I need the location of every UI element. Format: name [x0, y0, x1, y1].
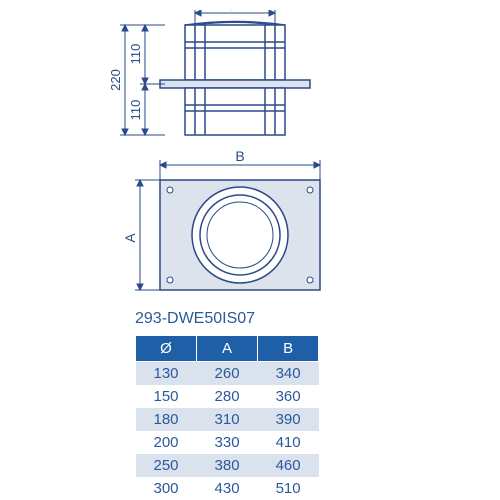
table-header: B: [258, 336, 319, 362]
table-cell: 330: [197, 431, 258, 454]
table-cell: 460: [258, 454, 319, 477]
table-row: 150280360: [136, 385, 319, 408]
table-cell: 280: [197, 385, 258, 408]
dim-B: B: [235, 148, 244, 164]
table-row: 200330410: [136, 431, 319, 454]
side-view-drawing: Ø 220 110 110: [108, 10, 310, 135]
table-cell: 430: [197, 477, 258, 500]
table-cell: 180: [136, 408, 197, 431]
product-code: 293-DWE50IS07: [135, 310, 255, 328]
table-cell: 360: [258, 385, 319, 408]
dim-220: 220: [108, 69, 123, 91]
technical-drawings: Ø 220 110 110: [50, 10, 450, 300]
table-cell: 410: [258, 431, 319, 454]
table-cell: 340: [258, 362, 319, 386]
dim-110-lower: 110: [128, 100, 143, 121]
table-cell: 510: [258, 477, 319, 500]
table-row: 250380460: [136, 454, 319, 477]
dim-A: A: [122, 233, 138, 243]
table-cell: 310: [197, 408, 258, 431]
dimensions-table: ØAB 130260340150280360180310390200330410…: [135, 335, 319, 500]
table-cell: 200: [136, 431, 197, 454]
table-cell: 130: [136, 362, 197, 386]
diameter-symbol: Ø: [230, 10, 241, 13]
table-cell: 260: [197, 362, 258, 386]
dim-110-upper: 110: [128, 44, 143, 65]
top-view-drawing: B A: [122, 148, 320, 290]
table-header: A: [197, 336, 258, 362]
table-row: 130260340: [136, 362, 319, 386]
table-cell: 150: [136, 385, 197, 408]
table-cell: 300: [136, 477, 197, 500]
table-header: Ø: [136, 336, 197, 362]
table-cell: 390: [258, 408, 319, 431]
table-row: 300430510: [136, 477, 319, 500]
table-cell: 250: [136, 454, 197, 477]
table-row: 180310390: [136, 408, 319, 431]
table-cell: 380: [197, 454, 258, 477]
